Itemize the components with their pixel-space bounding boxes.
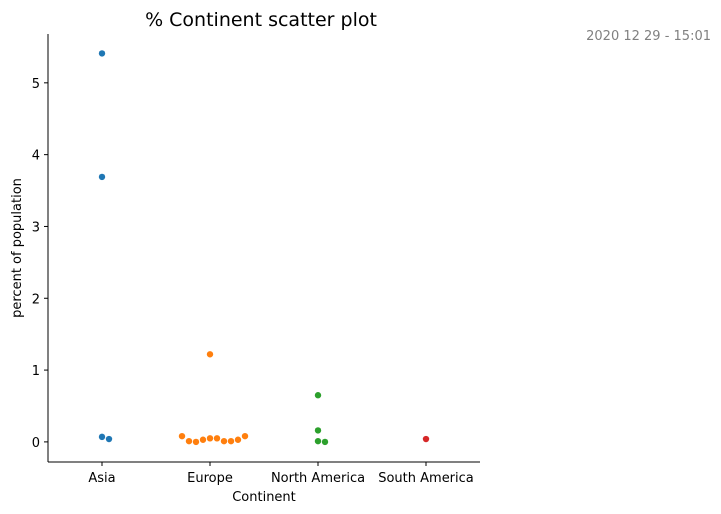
data-point <box>105 435 113 443</box>
data-point <box>314 427 322 434</box>
data-point <box>241 432 249 440</box>
data-point <box>199 436 207 443</box>
data-point <box>98 433 106 441</box>
y-tick-label: 2 <box>32 292 40 307</box>
x-tick-label: South America <box>378 471 474 486</box>
data-point <box>206 435 214 442</box>
x-axis-ticks: Asia Europe North America South America <box>88 462 474 486</box>
y-tick-label: 5 <box>32 77 40 92</box>
x-tick-label: Asia <box>88 471 115 486</box>
y-tick-label: 0 <box>32 436 40 451</box>
y-tick-label: 4 <box>32 149 40 164</box>
data-point <box>185 437 193 445</box>
data-point <box>227 437 235 445</box>
y-axis-label: percent of population <box>10 178 25 318</box>
chart-title: % Continent scatter plot <box>145 9 377 31</box>
data-points <box>98 50 430 446</box>
data-point <box>178 432 186 440</box>
y-axis-ticks: 0 1 2 3 4 5 <box>32 77 48 451</box>
data-point <box>234 436 242 443</box>
x-tick-label: North America <box>271 471 365 486</box>
data-point <box>321 438 329 446</box>
data-point <box>314 392 322 399</box>
data-point <box>192 438 200 446</box>
y-tick-label: 1 <box>32 364 40 379</box>
data-point <box>314 437 322 445</box>
timestamp-label: 2020 12 29 - 15:01 <box>586 29 711 44</box>
data-point <box>98 50 106 57</box>
data-point <box>220 437 228 445</box>
data-point <box>206 351 214 358</box>
data-point <box>422 435 430 443</box>
data-point <box>98 173 106 181</box>
x-axis-label: Continent <box>232 490 296 505</box>
x-tick-label: Europe <box>187 471 233 486</box>
y-tick-label: 3 <box>32 220 40 235</box>
data-point <box>213 435 221 442</box>
